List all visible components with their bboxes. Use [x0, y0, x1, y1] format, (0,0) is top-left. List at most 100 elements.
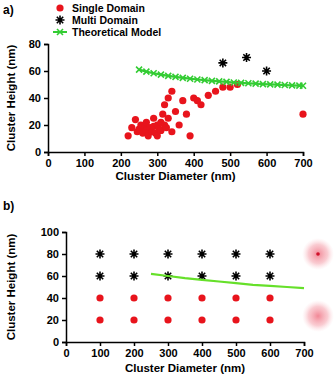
point — [266, 272, 275, 281]
tick-label: 600 — [258, 157, 276, 169]
tick: 300 — [159, 342, 177, 359]
tick: 200 — [112, 152, 130, 169]
tick: 0 — [63, 342, 69, 359]
tick: 600 — [261, 342, 279, 359]
point-group — [266, 316, 273, 323]
tick: 80 — [29, 38, 48, 50]
point — [168, 88, 175, 95]
point-group — [183, 111, 190, 118]
point-group — [168, 128, 175, 135]
tick-mark — [84, 152, 86, 156]
point-group — [231, 79, 237, 85]
point-group — [179, 97, 186, 104]
tick-mark — [134, 342, 136, 346]
point-group — [168, 88, 175, 95]
tick-mark — [236, 342, 238, 346]
point — [130, 250, 139, 259]
point-group — [266, 272, 275, 281]
tick: 300 — [149, 152, 167, 169]
tick-label: 40 — [29, 92, 41, 104]
point — [266, 316, 273, 323]
point — [262, 67, 271, 76]
point-group — [130, 272, 139, 281]
tick-mark — [270, 342, 272, 346]
tick: 600 — [258, 152, 276, 169]
tick-mark — [202, 342, 204, 346]
point-group — [262, 67, 271, 76]
point-group — [219, 84, 226, 91]
legend-marker — [56, 4, 63, 11]
point — [299, 111, 306, 118]
point-group — [125, 132, 132, 139]
point — [242, 53, 251, 62]
tick-mark — [62, 342, 66, 344]
tick: 100 — [91, 342, 109, 359]
point-group — [143, 69, 149, 75]
point-group — [260, 81, 266, 87]
point-group — [132, 116, 139, 123]
tick: 400 — [193, 342, 211, 359]
point — [212, 88, 219, 95]
legend-item: Theoretical Model — [53, 26, 161, 38]
point-group — [198, 316, 205, 323]
point-group — [176, 121, 183, 128]
tick-label: 600 — [261, 347, 279, 359]
point-group — [150, 115, 157, 122]
point-group — [209, 78, 215, 84]
legend-label: Single Domain — [72, 2, 145, 14]
point — [130, 294, 137, 301]
point — [96, 250, 105, 259]
panel: 0100200300400500600700020406080100b)Clus… — [3, 199, 334, 374]
tick-label: 500 — [221, 157, 239, 169]
figure: 0100200300400500600700020406080a)Cluster… — [0, 0, 335, 386]
point — [198, 294, 205, 301]
tick-label: 100 — [91, 347, 109, 359]
tick: 40 — [47, 292, 66, 304]
tick-mark — [44, 152, 48, 154]
point — [218, 58, 227, 67]
point-group — [96, 316, 103, 323]
tick: 400 — [185, 152, 203, 169]
point-group — [232, 316, 239, 323]
tick-mark — [44, 125, 48, 127]
tick: 20 — [47, 314, 66, 326]
tick-mark — [62, 298, 66, 300]
tick: 500 — [221, 152, 239, 169]
tick-label: 100 — [76, 157, 94, 169]
y-axis-title: Cluster Height (nm) — [5, 44, 17, 151]
tick: 0 — [53, 336, 66, 348]
tick-mark — [62, 276, 66, 278]
point — [219, 84, 226, 91]
tick-label: 0 — [53, 336, 59, 348]
point — [164, 316, 171, 323]
tick-label: 700 — [295, 347, 313, 359]
y-axis: 020406080100 — [41, 226, 67, 348]
point — [173, 74, 179, 80]
point-group — [266, 250, 275, 259]
point-group — [96, 272, 105, 281]
point-group — [299, 111, 306, 118]
legend-marker — [56, 16, 65, 25]
point-group — [282, 82, 288, 88]
tick-mark — [168, 342, 170, 346]
point — [165, 73, 171, 79]
point-group — [242, 53, 251, 62]
point — [197, 101, 204, 108]
point-group — [165, 115, 172, 122]
point-group — [151, 70, 157, 76]
tick-mark — [304, 342, 306, 346]
point — [232, 294, 239, 301]
point-group — [224, 79, 230, 85]
point — [289, 82, 295, 88]
y-axis-line — [44, 45, 49, 153]
point — [253, 81, 259, 87]
point-group — [173, 74, 179, 80]
point — [96, 294, 103, 301]
tick: 20 — [29, 119, 48, 131]
point — [275, 82, 281, 88]
point — [267, 81, 273, 87]
point-group — [96, 250, 105, 259]
point — [224, 79, 230, 85]
plot-area — [96, 250, 305, 324]
single-domain-illustration — [302, 300, 334, 332]
